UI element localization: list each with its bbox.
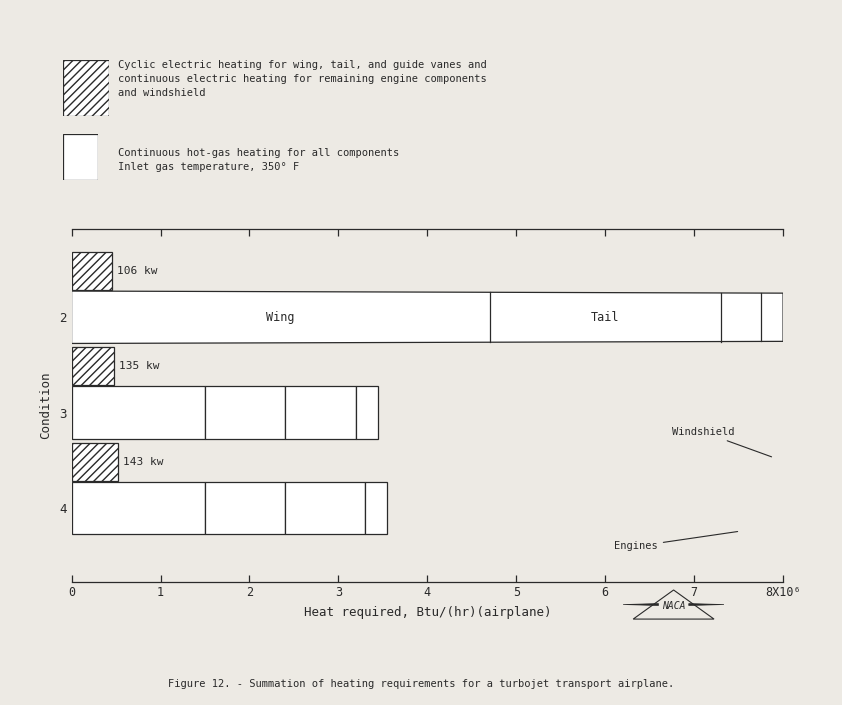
Text: Inlet gas temperature, 350° F: Inlet gas temperature, 350° F — [118, 162, 299, 172]
X-axis label: Heat required, Btu/(hr)(airplane): Heat required, Btu/(hr)(airplane) — [304, 606, 551, 620]
Text: Tail: Tail — [591, 311, 620, 324]
Bar — [72, 348, 115, 386]
Text: Figure 12. - Summation of heating requirements for a turbojet transport airplane: Figure 12. - Summation of heating requir… — [168, 680, 674, 689]
Bar — [356, 386, 378, 439]
Text: 135 kw: 135 kw — [120, 362, 160, 372]
Text: Engines: Engines — [614, 532, 738, 551]
Bar — [285, 386, 356, 439]
Bar — [72, 252, 112, 290]
Polygon shape — [72, 291, 783, 343]
Text: continuous electric heating for remaining engine components: continuous electric heating for remainin… — [118, 74, 487, 84]
Polygon shape — [689, 603, 724, 606]
Text: Wing: Wing — [266, 311, 295, 324]
Text: Cyclic electric heating for wing, tail, and guide vanes and: Cyclic electric heating for wing, tail, … — [118, 60, 487, 70]
Bar — [72, 482, 205, 534]
Text: NACA: NACA — [662, 601, 685, 611]
Text: Windshield: Windshield — [672, 427, 771, 457]
Text: 106 kw: 106 kw — [116, 266, 157, 276]
Bar — [72, 386, 205, 439]
Bar — [365, 482, 387, 534]
Bar — [285, 482, 365, 534]
Y-axis label: Condition: Condition — [40, 372, 52, 439]
Bar — [205, 482, 285, 534]
Polygon shape — [623, 603, 658, 606]
Text: Continuous hot-gas heating for all components: Continuous hot-gas heating for all compo… — [118, 148, 399, 158]
Text: and windshield: and windshield — [118, 88, 205, 98]
Bar — [72, 443, 118, 481]
Text: 143 kw: 143 kw — [123, 457, 163, 467]
Bar — [205, 386, 285, 439]
